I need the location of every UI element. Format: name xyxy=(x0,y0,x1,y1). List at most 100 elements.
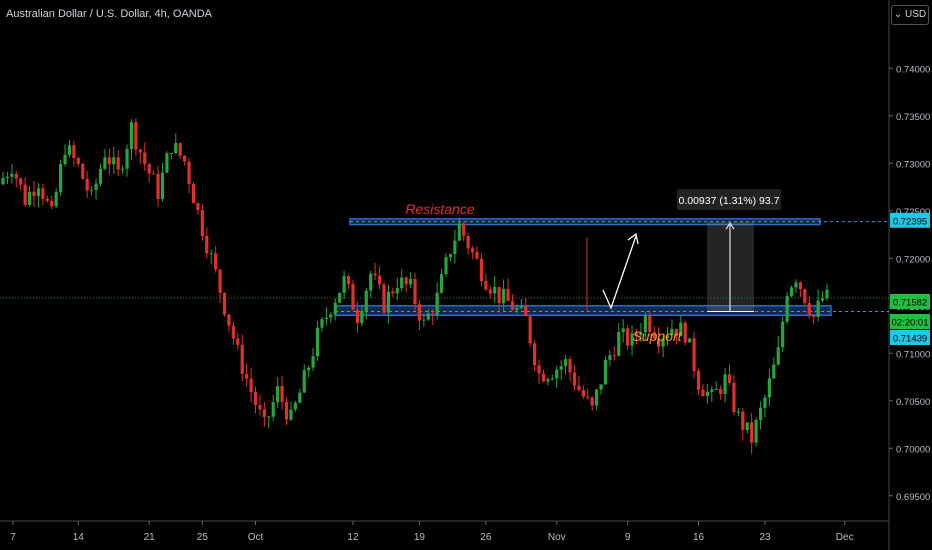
candle-body xyxy=(205,236,209,254)
candle-body xyxy=(112,157,116,165)
candle-body xyxy=(599,384,603,390)
candle-body xyxy=(267,416,271,418)
x-tick-label: 12 xyxy=(347,532,359,543)
candle-body xyxy=(249,378,253,393)
candle-body xyxy=(745,422,749,431)
drawings[interactable]: Resistance Support 0.00937 (1.31%) 93.7 xyxy=(405,189,781,344)
candle-body xyxy=(506,289,510,302)
candle-body xyxy=(488,289,492,294)
candle-body xyxy=(537,365,541,374)
candle-body xyxy=(5,176,10,179)
candle-body xyxy=(816,300,820,317)
candle-body xyxy=(271,402,275,417)
candle-body xyxy=(85,178,89,191)
candle-body xyxy=(590,397,594,406)
candle-body xyxy=(457,223,461,241)
candle-body xyxy=(333,302,337,315)
x-tick-label: Oct xyxy=(248,532,264,543)
candle-body xyxy=(81,163,85,179)
x-tick-label: 16 xyxy=(693,532,705,543)
candle-body xyxy=(572,372,577,386)
candle-body xyxy=(45,198,49,201)
candle-body xyxy=(50,200,54,207)
candle-body xyxy=(785,296,789,322)
candle-body xyxy=(515,307,519,310)
candle-body xyxy=(741,411,745,431)
candle-body xyxy=(705,391,709,396)
candle-body xyxy=(413,279,417,305)
candle-body xyxy=(76,157,80,164)
candle-body xyxy=(550,378,554,380)
x-tick-label: 26 xyxy=(480,532,492,543)
candle-body xyxy=(798,282,802,290)
candle-body xyxy=(555,369,559,379)
candle-body xyxy=(727,374,732,383)
candle-body xyxy=(643,315,647,333)
candle-body xyxy=(391,291,395,294)
candle-body xyxy=(36,188,41,197)
candle-body xyxy=(581,390,585,397)
candle-body xyxy=(470,248,475,253)
support-zone[interactable] xyxy=(334,305,832,316)
y-tick-label: 0.73000 xyxy=(896,159,930,170)
candle-body xyxy=(466,235,470,249)
price-axis[interactable]: 0.74000 0.73500 0.73000 0.72500 0.72000 0.715… xyxy=(889,64,930,503)
candle-body xyxy=(276,386,280,403)
y-tick-label: 0.69500 xyxy=(896,492,930,503)
candle-body xyxy=(209,253,213,255)
candle-body xyxy=(688,338,692,343)
x-tick-label: 25 xyxy=(197,532,209,543)
candle-body xyxy=(679,322,683,337)
candle-body xyxy=(541,373,546,382)
y-tick-label: 0.72500 xyxy=(896,207,930,218)
candle-body xyxy=(27,191,32,205)
y-tick-label: 0.70000 xyxy=(896,444,930,455)
candle-body xyxy=(652,332,656,339)
candle-body xyxy=(324,317,328,320)
candle-body xyxy=(564,359,568,367)
candle-body xyxy=(524,305,528,317)
candle-body xyxy=(302,370,306,393)
candle-body xyxy=(732,382,736,412)
candle-body xyxy=(661,338,665,347)
candle-body xyxy=(320,319,324,328)
candle-body xyxy=(444,257,448,275)
candle-body xyxy=(395,288,399,294)
candle-body xyxy=(258,405,262,410)
candle-body xyxy=(493,287,497,294)
candle-body xyxy=(373,273,377,276)
projection-arrow[interactable] xyxy=(602,235,637,310)
y-tick-label: 0.73500 xyxy=(896,112,930,123)
candle-body xyxy=(152,173,156,175)
candle-body xyxy=(568,359,572,373)
candle-body xyxy=(400,277,404,289)
measure-arrow-icon xyxy=(725,222,735,230)
x-tick-label: Dec xyxy=(836,532,854,543)
candle-body xyxy=(710,389,714,392)
candle-body xyxy=(200,210,204,237)
candle-body xyxy=(143,152,147,165)
candle-body xyxy=(218,269,222,293)
candle-body xyxy=(63,154,67,164)
support-label: Support xyxy=(632,328,682,344)
candle-body xyxy=(41,188,45,199)
x-tick-label: 23 xyxy=(759,532,771,543)
candle-body xyxy=(408,279,413,285)
current-price-badge xyxy=(890,294,930,309)
candles xyxy=(1,118,829,454)
candle-body xyxy=(462,223,466,236)
time-axis[interactable]: 7 14 21 25 Oct 12 19 26 Nov 9 16 23 Dec xyxy=(10,521,854,543)
currency-selector[interactable]: ⌄ USD xyxy=(891,5,929,25)
candle-body xyxy=(351,284,355,310)
candle-body xyxy=(289,409,293,420)
resistance-label: Resistance xyxy=(405,201,474,217)
x-tick-label: 19 xyxy=(414,532,426,543)
candle-body xyxy=(160,172,165,200)
candle-body xyxy=(227,314,231,326)
measure-label-box xyxy=(677,189,781,210)
x-tick-label: 7 xyxy=(10,532,16,543)
candle-body xyxy=(750,422,754,443)
candle-body xyxy=(431,313,435,315)
